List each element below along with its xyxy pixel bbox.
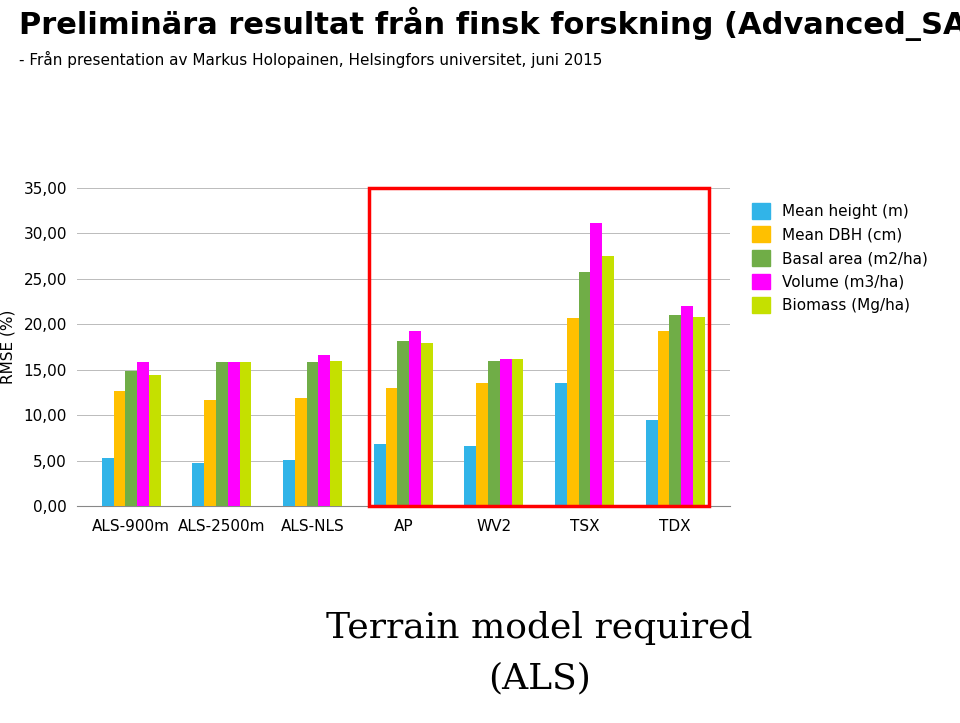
Bar [669, 315, 681, 506]
Bar [658, 330, 669, 506]
Bar [693, 317, 705, 506]
Bar [500, 359, 512, 506]
Y-axis label: RMSE (%): RMSE (%) [0, 310, 15, 384]
Bar [386, 388, 397, 506]
Bar [602, 256, 614, 506]
Bar [149, 375, 160, 506]
Bar [566, 318, 579, 506]
Bar [295, 398, 306, 506]
Bar [204, 400, 216, 506]
Bar [228, 362, 240, 506]
Text: Terrain model required: Terrain model required [326, 611, 753, 645]
Bar [590, 223, 602, 506]
Text: Preliminära resultat från finsk forskning (Advanced_SAR): Preliminära resultat från finsk forsknin… [19, 7, 960, 41]
Text: - Från presentation av Markus Holopainen, Helsingfors universitet, juni 2015: - Från presentation av Markus Holopainen… [19, 51, 603, 68]
Bar [579, 272, 590, 506]
Bar [681, 306, 693, 506]
Bar [102, 458, 113, 506]
Bar [240, 362, 252, 506]
Bar [488, 361, 500, 506]
Legend: Mean height (m), Mean DBH (cm), Basal area (m2/ha), Volume (m3/ha), Biomass (Mg/: Mean height (m), Mean DBH (cm), Basal ar… [752, 203, 928, 313]
Bar [476, 383, 488, 506]
Bar [330, 361, 342, 506]
Bar [192, 463, 204, 506]
Bar [126, 371, 137, 506]
Text: (ALS): (ALS) [488, 662, 590, 696]
Bar [555, 383, 566, 506]
Bar [373, 445, 386, 506]
Bar [370, 188, 709, 506]
Bar [306, 362, 319, 506]
Bar [283, 460, 295, 506]
Bar [465, 446, 476, 506]
Bar [137, 362, 149, 506]
Bar [319, 355, 330, 506]
Bar [397, 341, 409, 506]
Bar [512, 359, 523, 506]
Bar [646, 420, 658, 506]
Bar [420, 343, 433, 506]
Bar [113, 390, 126, 506]
Bar [409, 330, 420, 506]
Bar [216, 362, 228, 506]
